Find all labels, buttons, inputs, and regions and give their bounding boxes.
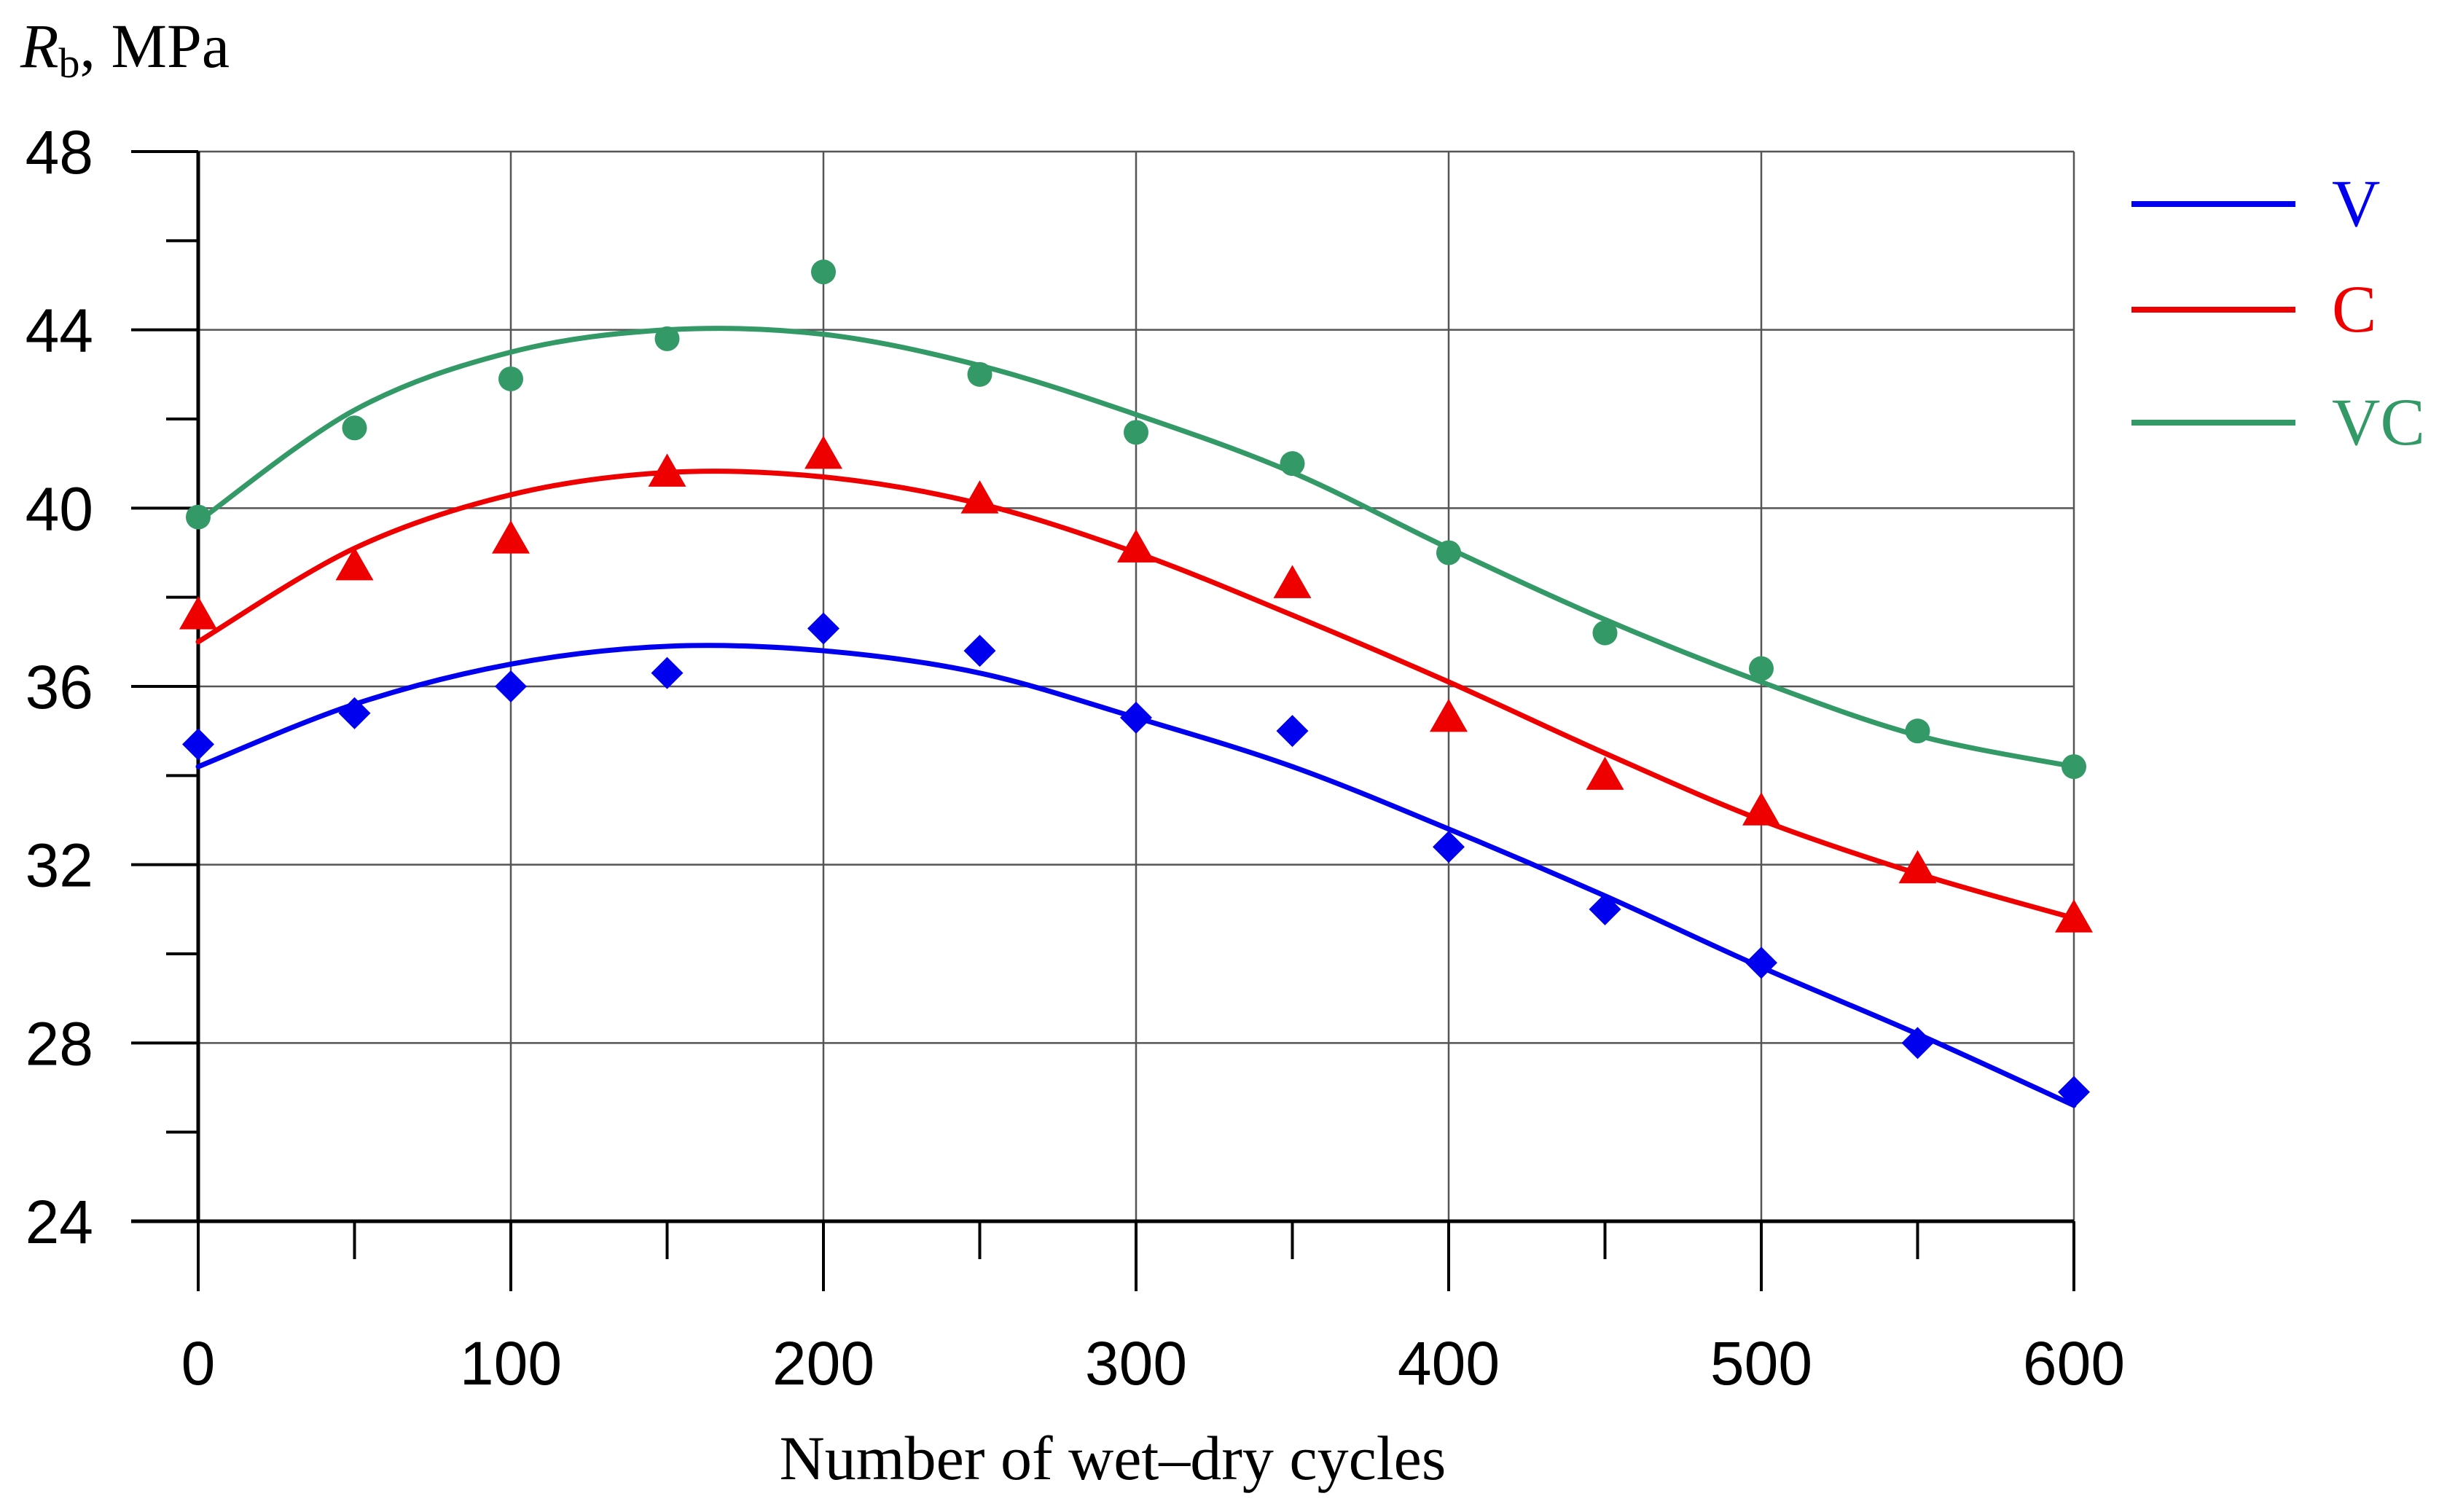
data-point-vc: [1280, 451, 1305, 477]
svg-text:Rb, MPa: Rb, MPa: [20, 11, 230, 87]
legend-item-v: V: [2131, 166, 2380, 240]
x-tick-label: 400: [1398, 1329, 1500, 1398]
legend-label-v: V: [2332, 166, 2380, 240]
data-point-c: [492, 520, 530, 554]
data-point-v: [1433, 831, 1465, 863]
y-axis-label-symbol: R: [20, 11, 59, 81]
data-point-vc: [1905, 718, 1930, 744]
x-tick-label: 100: [460, 1329, 562, 1398]
data-point-v: [1589, 893, 1621, 925]
legend-item-c: C: [2131, 272, 2376, 346]
grid: [197, 150, 2075, 1223]
data-point-v: [338, 697, 371, 729]
series-vc: [186, 259, 2086, 780]
data-point-vc: [1749, 656, 1774, 681]
data-point-c: [1742, 792, 1780, 826]
y-tick-label: 40: [26, 474, 93, 543]
data-point-vc: [811, 259, 836, 285]
series-c: [179, 435, 2093, 933]
x-tick-label: 200: [772, 1329, 874, 1398]
data-point-c: [1117, 529, 1155, 563]
data-point-v: [963, 635, 996, 667]
data-point-c: [1898, 850, 1937, 884]
series-layer: [179, 259, 2093, 1108]
data-point-vc: [967, 361, 992, 387]
y-axis-label: Rb, MPa: [20, 11, 230, 87]
x-tick-label: 600: [2023, 1329, 2125, 1398]
data-point-vc: [2062, 754, 2086, 780]
x-tick-label: 0: [181, 1329, 216, 1398]
data-point-vc: [1436, 540, 1461, 565]
fit-line-vc: [195, 326, 2077, 769]
data-point-c: [1430, 698, 1468, 732]
y-axis-label-subscript: b: [59, 39, 80, 87]
data-point-vc: [654, 326, 680, 351]
data-point-v: [1276, 715, 1309, 748]
y-tick-label: 32: [26, 831, 93, 900]
data-point-v: [1120, 701, 1152, 734]
y-tick-label: 36: [26, 653, 93, 721]
data-point-vc: [186, 504, 211, 530]
data-point-c: [648, 453, 686, 487]
data-point-c: [179, 596, 217, 630]
y-axis-label-unit: , MPa: [80, 11, 230, 81]
data-point-vc: [1592, 620, 1618, 646]
legend: VC VC: [2131, 166, 2425, 459]
x-tick-label: 500: [1710, 1329, 1812, 1398]
data-point-c: [335, 547, 374, 581]
data-point-v: [495, 670, 527, 702]
data-point-c: [2055, 899, 2093, 933]
y-tick-label: 28: [26, 1009, 93, 1078]
series-v: [182, 612, 2090, 1108]
data-point-v: [182, 728, 214, 761]
y-tick-label: 24: [26, 1188, 93, 1256]
data-point-vc: [1124, 420, 1148, 445]
data-point-v: [1901, 1027, 1934, 1059]
y-tick-label: 44: [26, 297, 93, 365]
legend-item-vc: VC: [2131, 385, 2425, 459]
data-point-v: [651, 657, 684, 689]
y-tick-label: 48: [26, 118, 93, 187]
legend-label-vc: VC: [2332, 385, 2425, 459]
data-point-c: [1586, 756, 1624, 790]
data-point-c: [1273, 565, 1312, 598]
data-point-v: [2058, 1076, 2090, 1108]
data-point-c: [804, 435, 842, 469]
data-point-v: [1745, 947, 1777, 979]
x-tick-label: 300: [1085, 1329, 1187, 1398]
legend-label-c: C: [2332, 272, 2376, 346]
data-point-vc: [498, 366, 523, 391]
data-point-vc: [342, 415, 367, 441]
x-axis-label: Number of wet–dry cycles: [780, 1423, 1446, 1493]
data-point-c: [960, 480, 999, 514]
data-point-v: [807, 612, 839, 645]
axes: 24 28 32 36 40 44 48 0 100 200 300 400 500 600: [26, 118, 2126, 1398]
